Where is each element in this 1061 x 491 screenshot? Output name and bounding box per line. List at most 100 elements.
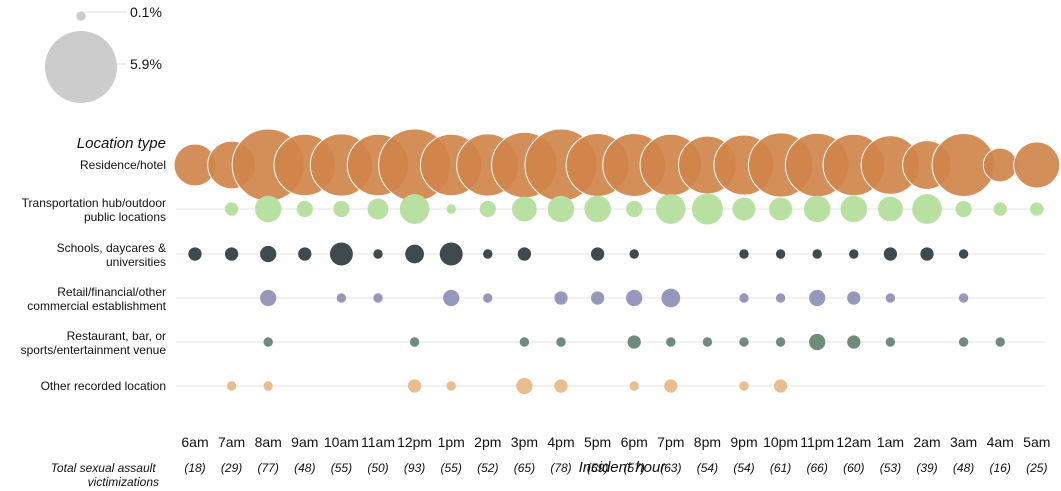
bubble-other-recorded-location-6pm[interactable]	[629, 381, 639, 391]
bubble-restaurant-bar-or-sports-entertainment-venue-3pm[interactable]	[519, 337, 530, 347]
bubble-other-recorded-location-9pm[interactable]	[739, 381, 749, 391]
bubble-restaurant-bar-or-sports-entertainment-venue-6pm[interactable]	[627, 335, 641, 349]
bubble-schools-daycares-universities-3pm[interactable]	[517, 247, 532, 261]
bubble-transportation-hub-outdoor-public-locations-3pm[interactable]	[512, 196, 537, 222]
bubble-schools-daycares-universities-11am[interactable]	[373, 249, 383, 259]
bubble-residence-hotel-5am[interactable]	[1013, 141, 1061, 189]
bubble-schools-daycares-universities-7am[interactable]	[224, 247, 239, 261]
hour-label-3pm: 3pm	[511, 434, 538, 450]
total-count-6am: (18)	[184, 461, 205, 475]
bubble-restaurant-bar-or-sports-entertainment-venue-8am[interactable]	[263, 337, 273, 347]
bubble-schools-daycares-universities-8am[interactable]	[260, 245, 277, 263]
bubble-transportation-hub-outdoor-public-locations-8am[interactable]	[254, 195, 282, 223]
bubble-transportation-hub-outdoor-public-locations-11am[interactable]	[367, 198, 389, 220]
bubble-restaurant-bar-or-sports-entertainment-venue-10pm[interactable]	[775, 337, 786, 347]
bubble-schools-daycares-universities-12pm[interactable]	[405, 244, 424, 264]
bubble-schools-daycares-universities-9am[interactable]	[298, 247, 312, 261]
bubble-schools-daycares-universities-6pm[interactable]	[629, 249, 639, 259]
bubble-other-recorded-location-8am[interactable]	[263, 381, 273, 391]
bubble-residence-hotel-4am[interactable]	[982, 147, 1018, 183]
total-count-1pm: (55)	[441, 461, 462, 475]
bubble-restaurant-bar-or-sports-entertainment-venue-12am[interactable]	[847, 335, 861, 349]
bubble-schools-daycares-universities-11pm[interactable]	[812, 249, 822, 259]
bubble-schools-daycares-universities-1am[interactable]	[883, 247, 898, 261]
bubble-schools-daycares-universities-5pm[interactable]	[590, 247, 605, 261]
bubble-restaurant-bar-or-sports-entertainment-venue-4pm[interactable]	[556, 337, 566, 347]
hour-label-8pm: 8pm	[694, 434, 721, 450]
bubble-retail-financial-other-commercial-establishment-1pm[interactable]	[443, 289, 460, 307]
location-type-title: Location type	[77, 135, 166, 152]
bubble-retail-financial-other-commercial-establishment-11pm[interactable]	[809, 289, 826, 307]
bubble-retail-financial-other-commercial-establishment-10pm[interactable]	[775, 293, 786, 303]
category-label-other-recorded-location: Other recorded location	[41, 379, 166, 393]
bubble-other-recorded-location-7pm[interactable]	[664, 379, 678, 393]
bubble-transportation-hub-outdoor-public-locations-9am[interactable]	[296, 200, 313, 218]
bubble-schools-daycares-universities-2pm[interactable]	[483, 249, 493, 259]
bubble-transportation-hub-outdoor-public-locations-12pm[interactable]	[399, 194, 430, 224]
bubble-restaurant-bar-or-sports-entertainment-venue-8pm[interactable]	[702, 337, 713, 347]
bubble-other-recorded-location-4pm[interactable]	[554, 379, 568, 393]
bubble-schools-daycares-universities-3am[interactable]	[958, 249, 969, 259]
bubble-transportation-hub-outdoor-public-locations-11pm[interactable]	[803, 195, 831, 223]
bubble-schools-daycares-universities-9pm[interactable]	[739, 249, 749, 259]
bubble-restaurant-bar-or-sports-entertainment-venue-4am[interactable]	[995, 337, 1005, 347]
bubble-retail-financial-other-commercial-establishment-6pm[interactable]	[626, 289, 643, 307]
size-legend: 0.1% 5.9%	[45, 4, 162, 103]
bubble-restaurant-bar-or-sports-entertainment-venue-1am[interactable]	[885, 337, 896, 347]
bubble-schools-daycares-universities-12am[interactable]	[849, 249, 859, 259]
totals-title-line-1: Total sexual assault	[51, 461, 157, 475]
bubble-schools-daycares-universities-10pm[interactable]	[775, 249, 786, 259]
totals-title-line-2: victimizations	[88, 475, 159, 489]
bubble-transportation-hub-outdoor-public-locations-3am[interactable]	[955, 200, 972, 218]
bubble-retail-financial-other-commercial-establishment-5pm[interactable]	[590, 291, 605, 305]
category-label-line: universities	[106, 255, 166, 269]
bubble-transportation-hub-outdoor-public-locations-9pm[interactable]	[732, 197, 756, 221]
bubble-transportation-hub-outdoor-public-locations-4am[interactable]	[993, 202, 1007, 216]
bubble-transportation-hub-outdoor-public-locations-12am[interactable]	[840, 195, 868, 223]
bubble-transportation-hub-outdoor-public-locations-4pm[interactable]	[547, 195, 575, 223]
bubble-transportation-hub-outdoor-public-locations-2am[interactable]	[912, 194, 942, 224]
bubble-schools-daycares-universities-1pm[interactable]	[439, 242, 463, 266]
total-count-10pm: (61)	[770, 461, 791, 475]
bubble-retail-financial-other-commercial-establishment-10am[interactable]	[336, 293, 347, 303]
bubble-other-recorded-location-1pm[interactable]	[446, 381, 456, 391]
bubble-transportation-hub-outdoor-public-locations-5pm[interactable]	[584, 195, 611, 223]
bubble-transportation-hub-outdoor-public-locations-8pm[interactable]	[691, 193, 723, 225]
bubble-other-recorded-location-12pm[interactable]	[407, 379, 422, 393]
bubble-transportation-hub-outdoor-public-locations-6pm[interactable]	[626, 200, 643, 218]
bubble-restaurant-bar-or-sports-entertainment-venue-9pm[interactable]	[739, 337, 749, 347]
hour-label-9pm: 9pm	[730, 434, 757, 450]
bubble-retail-financial-other-commercial-establishment-1am[interactable]	[885, 293, 896, 303]
total-count-9pm: (54)	[733, 461, 754, 475]
totals-title: Total sexual assault victimizations	[51, 461, 159, 489]
bubble-schools-daycares-universities-10am[interactable]	[329, 242, 353, 266]
bubble-retail-financial-other-commercial-establishment-11am[interactable]	[373, 293, 383, 303]
bubble-restaurant-bar-or-sports-entertainment-venue-12pm[interactable]	[409, 337, 420, 347]
bubble-transportation-hub-outdoor-public-locations-7am[interactable]	[224, 202, 239, 216]
hour-label-2pm: 2pm	[474, 434, 501, 450]
bubble-retail-financial-other-commercial-establishment-9pm[interactable]	[739, 293, 749, 303]
bubble-retail-financial-other-commercial-establishment-3am[interactable]	[958, 293, 969, 303]
bubble-schools-daycares-universities-6am[interactable]	[188, 247, 202, 261]
bubble-transportation-hub-outdoor-public-locations-7pm[interactable]	[655, 194, 686, 224]
bubble-retail-financial-other-commercial-establishment-12am[interactable]	[847, 291, 861, 305]
bubble-transportation-hub-outdoor-public-locations-10am[interactable]	[333, 200, 350, 218]
bubble-retail-financial-other-commercial-establishment-2pm[interactable]	[483, 293, 493, 303]
bubble-restaurant-bar-or-sports-entertainment-venue-3am[interactable]	[958, 337, 969, 347]
hour-label-11am: 11am	[361, 434, 395, 450]
bubble-retail-financial-other-commercial-establishment-8am[interactable]	[260, 289, 277, 307]
bubble-other-recorded-location-10pm[interactable]	[773, 379, 788, 393]
bubble-other-recorded-location-3pm[interactable]	[516, 377, 533, 395]
bubble-transportation-hub-outdoor-public-locations-2pm[interactable]	[479, 200, 496, 218]
bubble-other-recorded-location-7am[interactable]	[226, 381, 237, 391]
bubble-transportation-hub-outdoor-public-locations-10pm[interactable]	[769, 197, 793, 221]
bubble-schools-daycares-universities-2am[interactable]	[920, 247, 934, 261]
bubble-restaurant-bar-or-sports-entertainment-venue-11pm[interactable]	[809, 333, 826, 351]
total-count-8am: (77)	[258, 461, 279, 475]
bubble-retail-financial-other-commercial-establishment-4pm[interactable]	[554, 291, 568, 305]
bubble-transportation-hub-outdoor-public-locations-1am[interactable]	[878, 196, 903, 222]
bubble-transportation-hub-outdoor-public-locations-1pm[interactable]	[446, 204, 456, 214]
bubble-restaurant-bar-or-sports-entertainment-venue-7pm[interactable]	[666, 337, 676, 347]
bubble-transportation-hub-outdoor-public-locations-5am[interactable]	[1030, 202, 1044, 216]
bubble-retail-financial-other-commercial-establishment-7pm[interactable]	[661, 288, 681, 308]
